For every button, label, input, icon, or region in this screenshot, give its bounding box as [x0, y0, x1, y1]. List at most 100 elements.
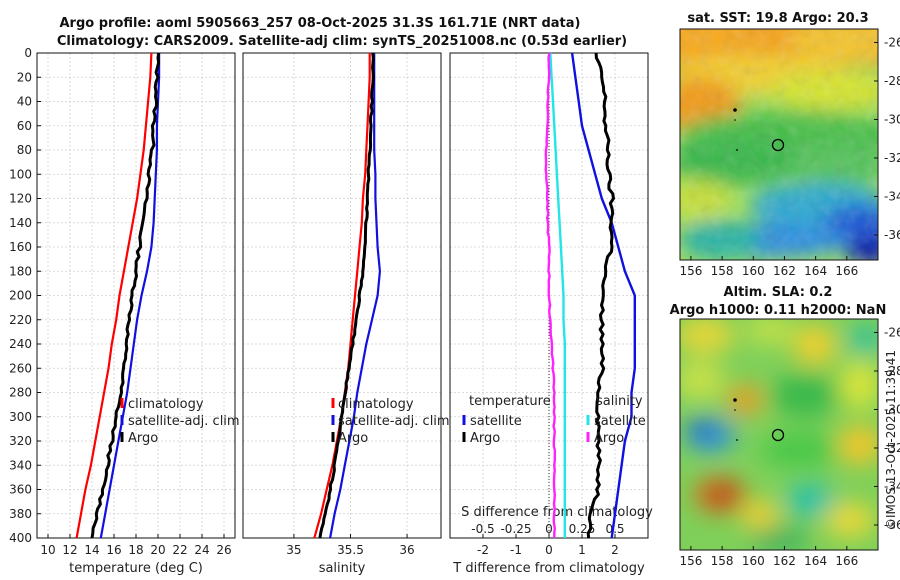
legend-label: Argo: [128, 431, 158, 446]
x-tick-label: 2: [611, 543, 619, 557]
map-y-tick-label: -34: [884, 479, 900, 493]
main-title-line2: Climatology: CARS2009. Satellite-adj cli…: [57, 34, 627, 49]
x-tick-label: 35.5: [337, 543, 364, 557]
sla-map-title-line2: Argo h1000: 0.11 h2000: NaN: [670, 303, 887, 318]
x-tick-label: 14: [84, 543, 99, 557]
map-x-tick-label: 160: [742, 554, 765, 568]
legend-label: satellite: [594, 414, 646, 429]
x-tick-label: -2: [477, 543, 489, 557]
legend-label: satellite-adj. clim: [338, 414, 450, 429]
x-tick-label: 18: [128, 543, 143, 557]
map-x-tick-label: 158: [711, 554, 734, 568]
y-tick-label: 400: [9, 531, 32, 545]
main-title-line1: Argo profile: aoml 5905663_257 08-Oct-20…: [60, 16, 581, 31]
s-tick-label: -0.25: [500, 522, 531, 536]
map-y-tick-label: -36: [884, 228, 900, 242]
y-tick-label: 40: [17, 95, 32, 109]
y-tick-label: 280: [9, 386, 32, 400]
temperature-profile-panel: 10 12 14 16 18 20 22 24 26 temperature (deg C) 0 20…: [9, 46, 240, 576]
legend-label: Argo: [470, 431, 500, 446]
y-tick-label: 260: [9, 361, 32, 375]
map-y-tick-label: -32: [884, 441, 900, 455]
y-tick-label: 300: [9, 410, 32, 424]
y-tick-label: 320: [9, 434, 32, 448]
map-x-tick-label: 166: [835, 554, 858, 568]
map-x-tick-label: 164: [804, 554, 827, 568]
series-argo: [318, 52, 375, 539]
series-s-argo: [544, 52, 557, 538]
legend-label: climatology: [128, 397, 204, 412]
y-tick-label: 140: [9, 216, 32, 230]
sla-map-title-line1: Altim. SLA: 0.2: [724, 285, 833, 300]
x-axis-label: T difference from climatology: [452, 561, 645, 576]
x-axis-label: salinity: [319, 561, 366, 576]
x-tick-label: 36: [399, 543, 414, 557]
x-tick-label: 0: [545, 543, 553, 557]
sst-map-title: sat. SST: 19.8 Argo: 20.3: [687, 11, 868, 26]
y-tick-label: 0: [24, 46, 32, 60]
y-tick-label: 220: [9, 313, 32, 327]
map-x-tick-label: 158: [711, 264, 734, 278]
map-y-tick-label: -26: [884, 325, 900, 339]
x-axis-label: temperature (deg C): [69, 561, 203, 576]
series-climatology: [75, 52, 153, 539]
map-x-tick-label: 164: [804, 264, 827, 278]
panel-frame: [242, 52, 442, 539]
sst-argo-marker: [771, 138, 785, 152]
series-satellite-adj-clim: [99, 53, 161, 539]
y-tick-label: 20: [17, 70, 32, 84]
y-tick-label: 80: [17, 143, 32, 157]
x-tick-label: 12: [62, 543, 77, 557]
y-tick-label: 340: [9, 458, 32, 472]
sla-map-panel: 156 158 160 162 164 166 -26 -28 -30 -32 -34 -36: [679, 318, 900, 568]
s-tick-label: -0.5: [471, 522, 494, 536]
map-x-tick-label: 160: [742, 264, 765, 278]
sst-heatmap: [680, 29, 878, 260]
sst-map-panel: 156 158 160 162 164 166 -26 -28 -30 -32 -34 -36: [679, 28, 900, 278]
map-x-tick-label: 156: [679, 264, 702, 278]
map-y-tick-label: -34: [884, 189, 900, 203]
difference-profile-panel: -2 -1 0 1 2 T difference from climatology S di…: [449, 52, 653, 576]
legend-label: satellite-adj. clim: [128, 414, 240, 429]
map-x-tick-label: 162: [773, 554, 796, 568]
y-tick-label: 240: [9, 337, 32, 351]
x-tick-label: -1: [510, 543, 522, 557]
legend-label: Argo: [594, 431, 624, 446]
map-y-tick-label: -32: [884, 151, 900, 165]
sla-argo-marker: [771, 428, 785, 442]
legend-title-temperature: temperature: [469, 394, 551, 409]
credit-stamp: ©IMOS 13-Oct-2025 11:39:41: [884, 350, 898, 530]
legend-label: climatology: [338, 397, 414, 412]
map-x-tick-label: 156: [679, 554, 702, 568]
series-s-satellite: [549, 52, 566, 538]
y-tick-label: 100: [9, 167, 32, 181]
x-tick-label: 26: [216, 543, 231, 557]
y-tick-label: 180: [9, 264, 32, 278]
salinity-profile-panel: 35 35.5 36 salinity climatology satellite-adj…: [242, 52, 450, 576]
x-tick-label: 1: [578, 543, 586, 557]
x-tick-label: 22: [172, 543, 187, 557]
map-x-tick-label: 166: [835, 264, 858, 278]
map-y-tick-label: -36: [884, 518, 900, 532]
map-x-tick-label: 162: [773, 264, 796, 278]
y-tick-label: 60: [17, 119, 32, 133]
y-tick-label: 360: [9, 483, 32, 497]
series-satellite-adj-clim: [329, 53, 381, 539]
x-tick-label: 35: [286, 543, 301, 557]
y-tick-label: 200: [9, 289, 32, 303]
x-tick-label: 20: [150, 543, 165, 557]
x-tick-label: 10: [40, 543, 55, 557]
map-y-tick-label: -28: [884, 364, 900, 378]
map-y-tick-label: -26: [884, 35, 900, 49]
y-tick-label: 160: [9, 240, 32, 254]
y-tick-label: 380: [9, 507, 32, 521]
legend-label: satellite: [470, 414, 522, 429]
map-y-tick-label: -30: [884, 402, 900, 416]
series-t-satellite: [570, 52, 636, 539]
map-y-tick-label: -30: [884, 112, 900, 126]
s-axis-label: S difference from climatology: [461, 505, 653, 520]
map-y-tick-label: -28: [884, 74, 900, 88]
x-tick-label: 16: [106, 543, 121, 557]
s-tick-label: 0.5: [605, 522, 624, 536]
